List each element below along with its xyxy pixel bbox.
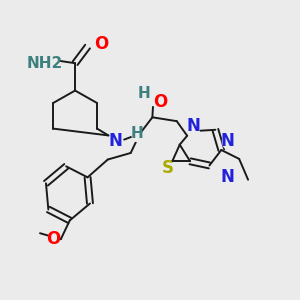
Ellipse shape	[132, 126, 141, 141]
Ellipse shape	[223, 134, 232, 149]
Text: O: O	[153, 93, 167, 111]
Text: H: H	[138, 86, 150, 101]
Ellipse shape	[223, 169, 232, 184]
Ellipse shape	[49, 231, 58, 247]
Ellipse shape	[163, 160, 172, 176]
Text: N: N	[220, 132, 234, 150]
Ellipse shape	[156, 95, 165, 110]
Ellipse shape	[111, 134, 121, 149]
Ellipse shape	[139, 86, 149, 101]
Text: N: N	[109, 132, 123, 150]
Text: N: N	[186, 117, 200, 135]
Text: O: O	[94, 35, 108, 53]
Ellipse shape	[96, 37, 106, 52]
Ellipse shape	[33, 56, 56, 71]
Text: S: S	[162, 159, 174, 177]
Ellipse shape	[188, 118, 198, 134]
Text: H: H	[130, 126, 143, 141]
Text: O: O	[46, 230, 61, 248]
Text: N: N	[220, 168, 234, 186]
Text: NH2: NH2	[26, 56, 63, 71]
